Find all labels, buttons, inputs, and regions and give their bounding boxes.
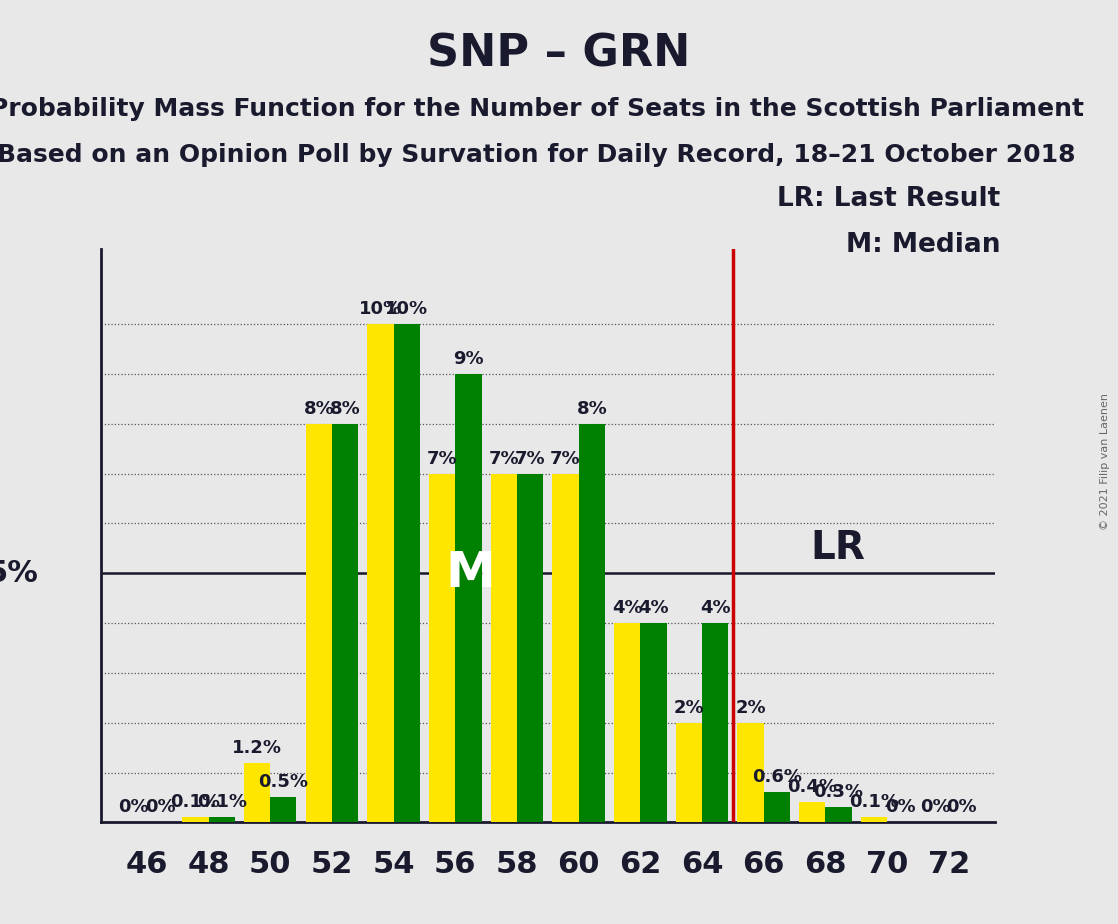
Bar — [799, 802, 825, 822]
Bar — [209, 818, 235, 822]
Text: 0.1%: 0.1% — [197, 794, 247, 811]
Bar — [455, 374, 482, 822]
Bar — [675, 723, 702, 822]
Text: LR: LR — [809, 529, 865, 567]
Bar — [764, 793, 790, 822]
Text: 0.5%: 0.5% — [258, 773, 309, 792]
Text: 4%: 4% — [638, 599, 669, 617]
Text: 0.3%: 0.3% — [814, 784, 863, 801]
Text: 7%: 7% — [427, 450, 457, 468]
Text: 52: 52 — [311, 850, 353, 879]
Bar — [429, 474, 455, 822]
Text: 7%: 7% — [489, 450, 519, 468]
Text: 4%: 4% — [700, 599, 730, 617]
Bar — [702, 623, 728, 822]
Bar — [271, 797, 296, 822]
Text: Probability Mass Function for the Number of Seats in the Scottish Parliament: Probability Mass Function for the Number… — [0, 97, 1083, 121]
Text: 58: 58 — [495, 850, 538, 879]
Text: 0%: 0% — [947, 798, 977, 817]
Text: 8%: 8% — [330, 400, 360, 418]
Text: 72: 72 — [928, 850, 970, 879]
Bar — [394, 324, 420, 822]
Text: 5%: 5% — [0, 559, 38, 588]
Text: 66: 66 — [742, 850, 785, 879]
Text: LR: Last Result: LR: Last Result — [777, 186, 1001, 212]
Text: 2%: 2% — [736, 699, 766, 717]
Bar — [182, 818, 209, 822]
Text: 68: 68 — [804, 850, 846, 879]
Bar — [614, 623, 641, 822]
Text: 70: 70 — [865, 850, 908, 879]
Bar — [641, 623, 666, 822]
Text: 62: 62 — [619, 850, 662, 879]
Bar — [517, 474, 543, 822]
Text: 60: 60 — [558, 850, 600, 879]
Text: 7%: 7% — [514, 450, 546, 468]
Bar — [861, 818, 887, 822]
Text: 50: 50 — [249, 850, 292, 879]
Bar — [579, 424, 605, 822]
Text: 2%: 2% — [674, 699, 704, 717]
Bar — [825, 808, 852, 822]
Text: 56: 56 — [434, 850, 476, 879]
Text: M: Median: M: Median — [846, 232, 1001, 258]
Text: 8%: 8% — [303, 400, 334, 418]
Text: 10%: 10% — [359, 300, 402, 318]
Text: 10%: 10% — [386, 300, 428, 318]
Text: M: M — [446, 549, 495, 597]
Text: 9%: 9% — [453, 350, 484, 368]
Text: 48: 48 — [188, 850, 230, 879]
Text: 0%: 0% — [884, 798, 916, 817]
Text: 0%: 0% — [119, 798, 149, 817]
Bar — [491, 474, 517, 822]
Text: 8%: 8% — [577, 400, 607, 418]
Text: 0.1%: 0.1% — [849, 794, 899, 811]
Text: 0%: 0% — [920, 798, 951, 817]
Text: 64: 64 — [681, 850, 723, 879]
Text: 7%: 7% — [550, 450, 581, 468]
Text: Based on an Opinion Poll by Survation for Daily Record, 18–21 October 2018: Based on an Opinion Poll by Survation fo… — [0, 143, 1076, 167]
Text: 46: 46 — [125, 850, 168, 879]
Text: © 2021 Filip van Laenen: © 2021 Filip van Laenen — [1100, 394, 1109, 530]
Bar — [305, 424, 332, 822]
Text: 0.1%: 0.1% — [170, 794, 220, 811]
Bar — [552, 474, 579, 822]
Bar — [368, 324, 394, 822]
Bar — [738, 723, 764, 822]
Text: 4%: 4% — [612, 599, 643, 617]
Text: 0.6%: 0.6% — [751, 769, 802, 786]
Text: 54: 54 — [372, 850, 415, 879]
Bar — [244, 762, 271, 822]
Text: 0.4%: 0.4% — [787, 778, 837, 796]
Text: 1.2%: 1.2% — [233, 738, 282, 757]
Text: SNP – GRN: SNP – GRN — [427, 32, 691, 76]
Text: 0%: 0% — [144, 798, 176, 817]
Bar — [332, 424, 358, 822]
